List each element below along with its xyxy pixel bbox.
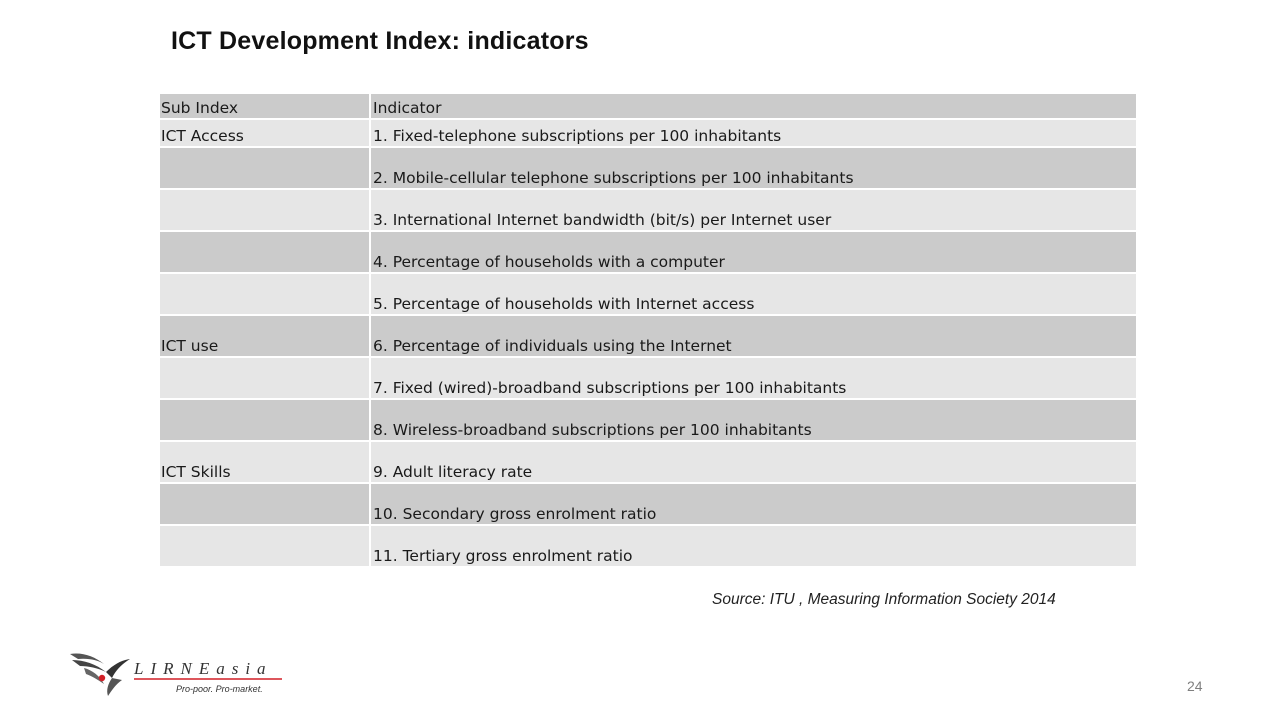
header-indicator: Indicator	[370, 94, 1136, 120]
table-header-row: Sub Index Indicator	[160, 94, 1136, 120]
table-row: ICT use 6. Percentage of individuals usi…	[160, 315, 1136, 358]
table-row: 3. International Internet bandwidth (bit…	[160, 189, 1136, 232]
sub-index-cell: ICT Access	[160, 119, 371, 148]
indicator-cell: 7. Fixed (wired)-broadband subscriptions…	[370, 357, 1136, 400]
indicator-cell: 6. Percentage of individuals using the I…	[370, 315, 1136, 358]
indicator-cell: 8. Wireless-broadband subscriptions per …	[370, 399, 1136, 442]
sub-index-cell	[160, 399, 371, 442]
page-number: 24	[1187, 678, 1203, 694]
source-citation: Source: ITU , Measuring Information Soci…	[712, 591, 1056, 608]
sub-index-cell: ICT Skills	[160, 441, 371, 484]
sub-index-cell	[160, 273, 371, 316]
table-row: 8. Wireless-broadband subscriptions per …	[160, 399, 1136, 442]
indicator-cell: 3. International Internet bandwidth (bit…	[370, 189, 1136, 232]
logo-name: LIRNEasia	[133, 659, 273, 678]
table-row: ICT Access 1. Fixed-telephone subscripti…	[160, 119, 1136, 148]
header-sub-index: Sub Index	[160, 94, 371, 120]
sub-index-cell	[160, 189, 371, 232]
indicator-cell: 2. Mobile-cellular telephone subscriptio…	[370, 147, 1136, 190]
logo-tagline: Pro-poor. Pro-market.	[176, 684, 263, 694]
table-row: 5. Percentage of households with Interne…	[160, 273, 1136, 316]
table-row: 4. Percentage of households with a compu…	[160, 231, 1136, 274]
slide-title: ICT Development Index: indicators	[171, 27, 589, 55]
table-row: 7. Fixed (wired)-broadband subscriptions…	[160, 357, 1136, 400]
sub-index-cell	[160, 357, 371, 400]
indicator-cell: 11. Tertiary gross enrolment ratio	[370, 525, 1136, 568]
indicator-cell: 4. Percentage of households with a compu…	[370, 231, 1136, 274]
sub-index-cell	[160, 483, 371, 526]
table-row: 2. Mobile-cellular telephone subscriptio…	[160, 147, 1136, 190]
table-row: 11. Tertiary gross enrolment ratio	[160, 525, 1136, 568]
indicator-cell: 5. Percentage of households with Interne…	[370, 273, 1136, 316]
indicator-cell: 1. Fixed-telephone subscriptions per 100…	[370, 119, 1136, 148]
indicator-cell: 9. Adult literacy rate	[370, 441, 1136, 484]
sub-index-cell: ICT use	[160, 315, 371, 358]
indicator-cell: 10. Secondary gross enrolment ratio	[370, 483, 1136, 526]
table-row: 10. Secondary gross enrolment ratio	[160, 483, 1136, 526]
sub-index-cell	[160, 231, 371, 274]
indicators-table: Sub Index Indicator ICT Access 1. Fixed-…	[160, 94, 1136, 568]
lirneasia-logo: LIRNEasia Pro-poor. Pro-market.	[70, 653, 282, 696]
sub-index-cell	[160, 525, 371, 568]
sub-index-cell	[160, 147, 371, 190]
table-row: ICT Skills 9. Adult literacy rate	[160, 441, 1136, 484]
bird-logo-icon	[70, 653, 130, 696]
